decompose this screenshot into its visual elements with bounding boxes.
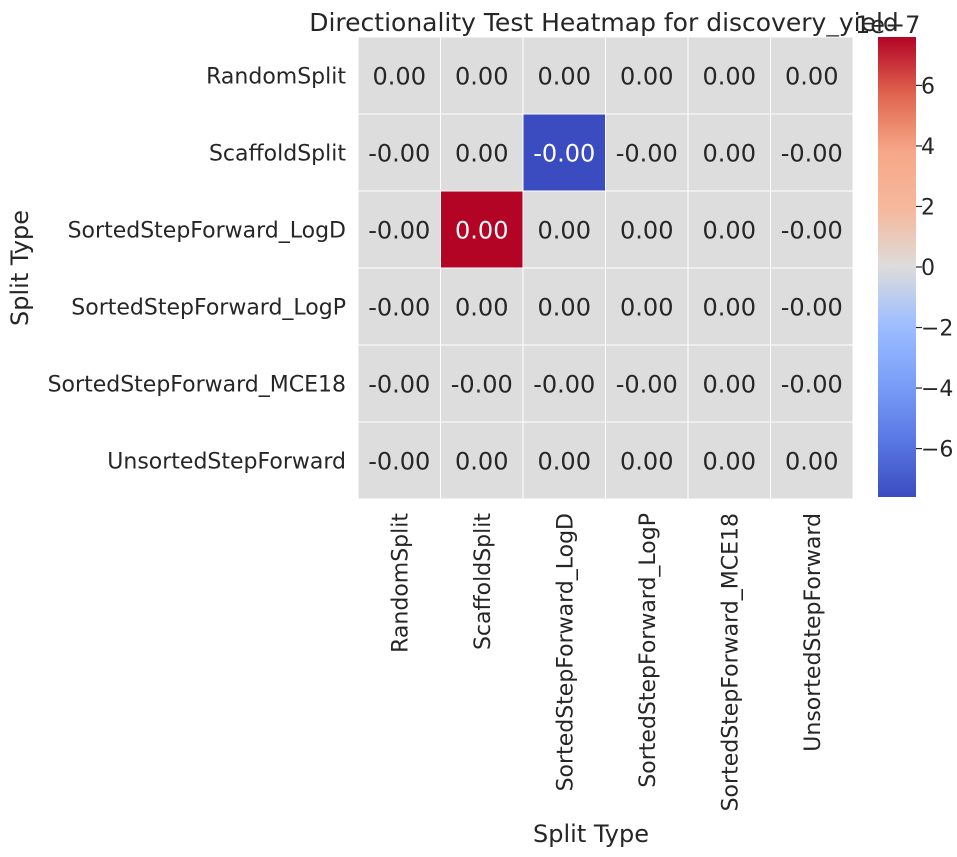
cell-annotation: -0.00 bbox=[368, 448, 430, 476]
cell-annotation: 0.00 bbox=[785, 448, 838, 476]
heatmap-cells bbox=[357, 36, 854, 500]
colorbar-ticks: 6 4 2 0 −2 −4 −6 bbox=[916, 74, 953, 463]
heatmap-cell bbox=[687, 190, 771, 269]
cell-annotation: -0.00 bbox=[368, 371, 430, 399]
cell-annotation: 0.00 bbox=[538, 294, 591, 322]
cell-annotation: 0.00 bbox=[373, 63, 426, 91]
cell-annotation: -0.00 bbox=[533, 140, 595, 168]
heatmap-cell bbox=[605, 267, 689, 346]
x-tick-label: SortedStepForward_LogP bbox=[636, 513, 661, 788]
cell-annotation: 0.00 bbox=[455, 217, 508, 245]
y-tick-label: SortedStepForward_MCE18 bbox=[48, 373, 346, 398]
cell-annotation: 0.00 bbox=[703, 294, 756, 322]
heatmap-cell bbox=[357, 344, 441, 423]
cell-annotation: -0.00 bbox=[781, 217, 843, 245]
cell-annotation: 0.00 bbox=[455, 140, 508, 168]
cell-annotation: 0.00 bbox=[620, 63, 673, 91]
y-tick-label: SortedStepForward_LogD bbox=[68, 219, 346, 244]
heatmap-cell bbox=[770, 267, 854, 346]
cell-annotation: 0.00 bbox=[538, 217, 591, 245]
heatmap-cell bbox=[687, 36, 771, 115]
cell-annotation: 0.00 bbox=[538, 63, 591, 91]
heatmap-cell bbox=[440, 190, 524, 269]
x-tick-label: RandomSplit bbox=[388, 513, 413, 653]
cell-annotation: -0.00 bbox=[368, 294, 430, 322]
cell-annotation: -0.00 bbox=[616, 371, 678, 399]
cell-annotation: -0.00 bbox=[781, 371, 843, 399]
heatmap-cell bbox=[357, 267, 441, 346]
cell-annotation: 0.00 bbox=[455, 448, 508, 476]
colorbar-tick-label: −2 bbox=[921, 317, 953, 342]
heatmap-cell bbox=[687, 267, 771, 346]
cell-annotations: 0.00 0.00 0.00 0.00 0.00 0.00 -0.00 0.00 -0.00 -0… bbox=[368, 63, 843, 476]
heatmap-cell bbox=[770, 113, 854, 192]
x-tick-labels: RandomSplit ScaffoldSplit SortedStepForwar… bbox=[388, 513, 826, 812]
cell-annotation: 0.00 bbox=[620, 294, 673, 322]
cell-annotation: 0.00 bbox=[703, 63, 756, 91]
x-axis-label: Split Type bbox=[533, 820, 649, 848]
heatmap-cell bbox=[605, 344, 689, 423]
cell-annotation: -0.00 bbox=[781, 294, 843, 322]
cell-annotation: 0.00 bbox=[703, 448, 756, 476]
heatmap-cell bbox=[770, 190, 854, 269]
y-axis-label: Split Type bbox=[6, 210, 34, 326]
cell-annotation: 0.00 bbox=[538, 448, 591, 476]
cell-annotation: 0.00 bbox=[620, 448, 673, 476]
colorbar-tick-label: 6 bbox=[921, 74, 935, 99]
y-tick-label: ScaffoldSplit bbox=[209, 142, 346, 167]
heatmap-cell bbox=[357, 36, 441, 115]
cell-annotation: -0.00 bbox=[368, 140, 430, 168]
cell-annotation: 0.00 bbox=[703, 217, 756, 245]
heatmap-cell bbox=[687, 344, 771, 423]
cell-annotation: -0.00 bbox=[451, 371, 513, 399]
heatmap-cell bbox=[770, 421, 854, 500]
cell-annotation: -0.00 bbox=[533, 371, 595, 399]
x-tick-label: SortedStepForward_LogD bbox=[553, 513, 578, 791]
heatmap-cell bbox=[440, 267, 524, 346]
colorbar-tick-label: −6 bbox=[921, 438, 953, 463]
chart-title: Directionality Test Heatmap for discover… bbox=[309, 8, 899, 37]
heatmap-cell bbox=[522, 36, 606, 115]
heatmap-cell bbox=[605, 421, 689, 500]
heatmap-cell bbox=[770, 344, 854, 423]
x-tick-label: ScaffoldSplit bbox=[471, 513, 496, 650]
x-tick-label: UnsortedStepForward bbox=[801, 513, 826, 752]
heatmap-cell bbox=[522, 344, 606, 423]
y-tick-label: UnsortedStepForward bbox=[107, 450, 346, 475]
heatmap-cell bbox=[605, 190, 689, 269]
heatmap-cell bbox=[522, 267, 606, 346]
heatmap-cell bbox=[357, 421, 441, 500]
y-tick-label: RandomSplit bbox=[206, 65, 346, 90]
colorbar bbox=[878, 37, 916, 497]
cell-annotation: 0.00 bbox=[620, 217, 673, 245]
x-tick-label: SortedStepForward_MCE18 bbox=[718, 513, 743, 811]
heatmap-cell bbox=[687, 421, 771, 500]
heatmap-cell bbox=[440, 113, 524, 192]
colorbar-tick-label: −4 bbox=[921, 377, 953, 402]
colorbar-offset-label: 1e−7 bbox=[855, 11, 920, 39]
cell-annotation: 0.00 bbox=[703, 371, 756, 399]
cell-annotation: 0.00 bbox=[703, 140, 756, 168]
cell-annotation: -0.00 bbox=[781, 140, 843, 168]
cell-annotation: -0.00 bbox=[616, 140, 678, 168]
colorbar-tick-label: 0 bbox=[921, 256, 935, 281]
y-tick-label: SortedStepForward_LogP bbox=[71, 296, 346, 321]
colorbar-tick-label: 4 bbox=[921, 135, 935, 160]
heatmap-cell bbox=[605, 36, 689, 115]
cell-annotation: -0.00 bbox=[368, 217, 430, 245]
heatmap-cell bbox=[605, 113, 689, 192]
heatmap-cell bbox=[770, 36, 854, 115]
heatmap-cell bbox=[440, 36, 524, 115]
cell-annotation: 0.00 bbox=[455, 294, 508, 322]
cell-annotation: 0.00 bbox=[785, 63, 838, 91]
colorbar-tick-label: 2 bbox=[921, 195, 935, 220]
cell-annotation: 0.00 bbox=[455, 63, 508, 91]
y-tick-labels: RandomSplit ScaffoldSplit SortedStepForwar… bbox=[48, 65, 347, 475]
heatmap-cell bbox=[357, 190, 441, 269]
